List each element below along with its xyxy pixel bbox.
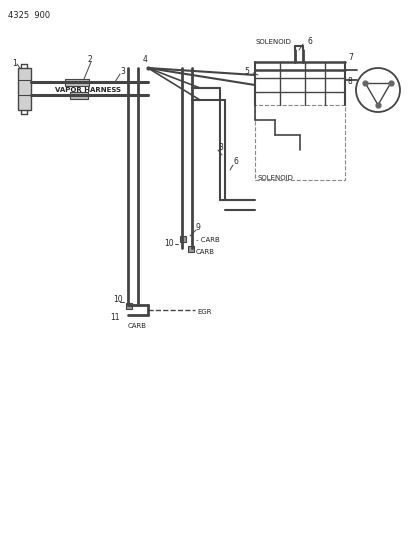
Text: EGR: EGR xyxy=(197,309,211,315)
Text: 4325  900: 4325 900 xyxy=(8,11,50,20)
Bar xyxy=(126,303,132,309)
Text: 2: 2 xyxy=(88,55,93,64)
Text: 5: 5 xyxy=(244,68,249,77)
Text: 10: 10 xyxy=(164,239,174,248)
Text: 11: 11 xyxy=(110,313,120,322)
Text: 6: 6 xyxy=(308,37,313,46)
Text: SOLENOID: SOLENOID xyxy=(255,39,291,45)
Text: SOLENOID: SOLENOID xyxy=(258,175,294,181)
Text: CARB: CARB xyxy=(196,249,215,255)
Text: 3: 3 xyxy=(218,143,223,152)
Text: 6: 6 xyxy=(233,157,238,166)
Text: 9: 9 xyxy=(196,223,201,232)
Text: 4: 4 xyxy=(143,55,148,64)
Text: 8: 8 xyxy=(348,77,353,86)
Bar xyxy=(188,246,194,252)
Bar xyxy=(255,105,345,180)
Bar xyxy=(70,92,88,99)
Text: CARB: CARB xyxy=(128,323,147,329)
Bar xyxy=(65,79,89,86)
Bar xyxy=(180,236,186,242)
Text: 3: 3 xyxy=(120,68,125,77)
Text: - CARB: - CARB xyxy=(196,237,220,243)
Text: VAPOR HARNESS: VAPOR HARNESS xyxy=(55,87,121,93)
Text: 10: 10 xyxy=(113,295,123,304)
Bar xyxy=(18,68,31,110)
Text: 1: 1 xyxy=(12,59,17,68)
Text: 7: 7 xyxy=(348,53,353,62)
